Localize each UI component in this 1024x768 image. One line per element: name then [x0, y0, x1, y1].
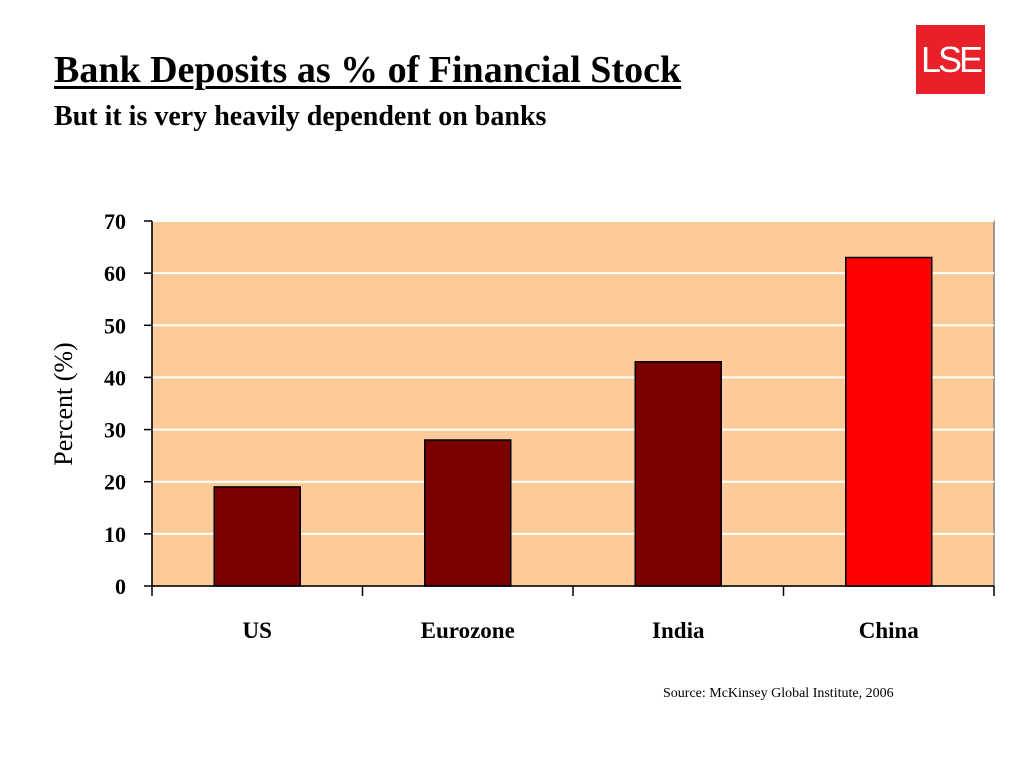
- y-tick-labels: 0 10 20 30 40 50 60 70: [104, 209, 126, 599]
- y-tick-label: 70: [104, 209, 126, 234]
- y-tick-label: 20: [104, 470, 126, 495]
- source-note: Source: McKinsey Global Institute, 2006: [663, 686, 894, 701]
- x-tick-labels: US Eurozone India China: [243, 618, 920, 643]
- x-tick-label: US: [243, 618, 272, 643]
- y-tick-label: 60: [104, 261, 126, 286]
- bar-eurozone: [424, 439, 512, 587]
- y-tick-label: 10: [104, 522, 126, 547]
- slide-subtitle: But it is very heavily dependent on bank…: [54, 101, 547, 132]
- slide-title: Bank Deposits as % of Financial Stock: [54, 49, 682, 91]
- x-tick-label: Eurozone: [421, 618, 515, 643]
- bar-us: [213, 486, 301, 587]
- y-axis-label: Percent (%): [49, 342, 78, 465]
- bars: [213, 256, 933, 587]
- bar-china: [845, 256, 933, 587]
- x-tick-label: China: [859, 618, 920, 643]
- x-tick-label: India: [652, 618, 705, 643]
- y-tick-label: 0: [115, 574, 126, 599]
- axes: [144, 220, 995, 596]
- y-tick-label: 30: [104, 418, 126, 443]
- bar-india: [634, 361, 722, 587]
- y-tick-label: 50: [104, 313, 126, 338]
- y-tick-label: 40: [104, 365, 126, 390]
- lse-logo: LSE: [916, 25, 985, 94]
